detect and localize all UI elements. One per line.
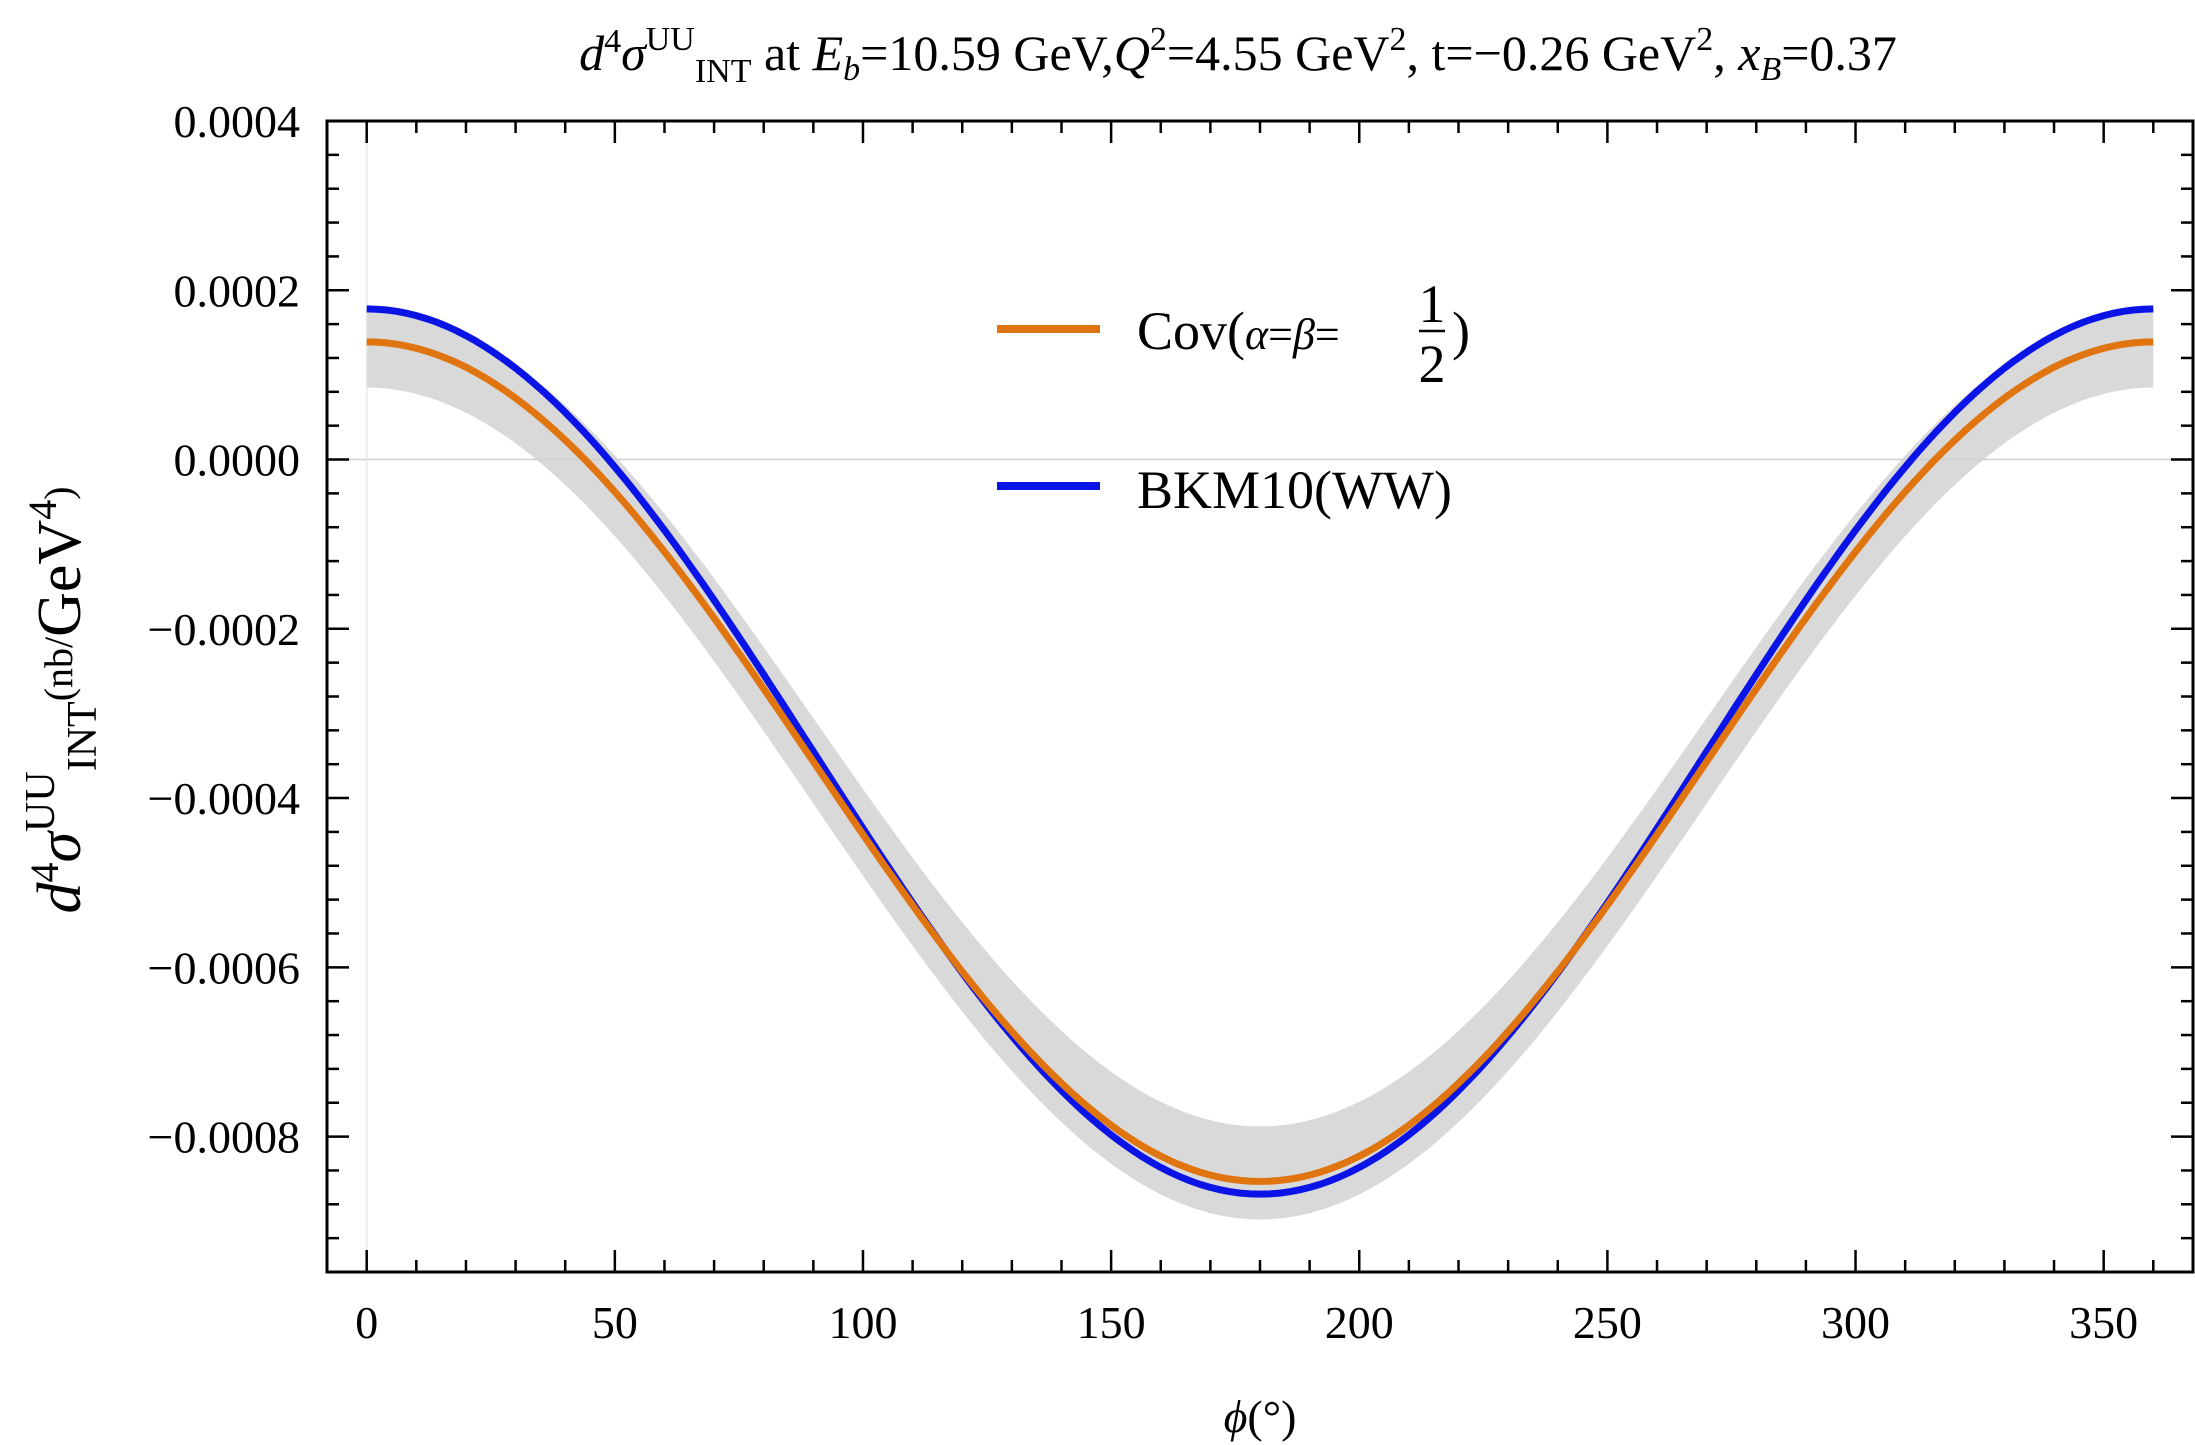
series-line-cov xyxy=(366,338,2154,1185)
x-axis-title: ϕ(°) xyxy=(1224,1391,1297,1442)
x-tick-label: 250 xyxy=(1573,1297,1642,1348)
y-tick-label: −0.0004 xyxy=(148,773,300,824)
x-tick-label: 0 xyxy=(355,1297,378,1348)
x-tick-label: 50 xyxy=(592,1297,638,1348)
chart-title: d4σUUINT at Eb=10.59 GeV,Q2=4.55 GeV2, t… xyxy=(579,21,1897,90)
series-line-bkm10 xyxy=(366,305,2154,1198)
x-tick-label: 350 xyxy=(2069,1297,2138,1348)
x-tick-label: 100 xyxy=(828,1297,897,1348)
y-tick-label: −0.0006 xyxy=(148,942,300,993)
y-tick-label: 0.0000 xyxy=(174,435,301,486)
uncertainty-band xyxy=(366,309,2154,1220)
y-tick-label: 0.0004 xyxy=(174,96,301,147)
legend-fraction-numerator: 1 xyxy=(1419,274,1446,334)
y-tick-label: 0.0002 xyxy=(174,265,301,316)
x-tick-label: 300 xyxy=(1821,1297,1890,1348)
legend: Cov(α=β= 1 2 ) BKM10(WW) xyxy=(997,274,1470,520)
x-tick-label: 200 xyxy=(1325,1297,1394,1348)
x-tick-label: 150 xyxy=(1077,1297,1146,1348)
legend-label-cov-close: ) xyxy=(1452,301,1470,361)
y-axis-title: d4σUUINT(nb/GeV4) xyxy=(18,486,106,913)
y-tick-label: −0.0008 xyxy=(148,1112,300,1163)
y-tick-label: −0.0002 xyxy=(148,604,300,655)
legend-label-cov: Cov(α=β= xyxy=(1137,301,1340,361)
legend-fraction-denominator: 2 xyxy=(1419,334,1446,394)
plot-frame xyxy=(325,119,2195,1274)
legend-label-bkm: BKM10(WW) xyxy=(1137,460,1452,520)
